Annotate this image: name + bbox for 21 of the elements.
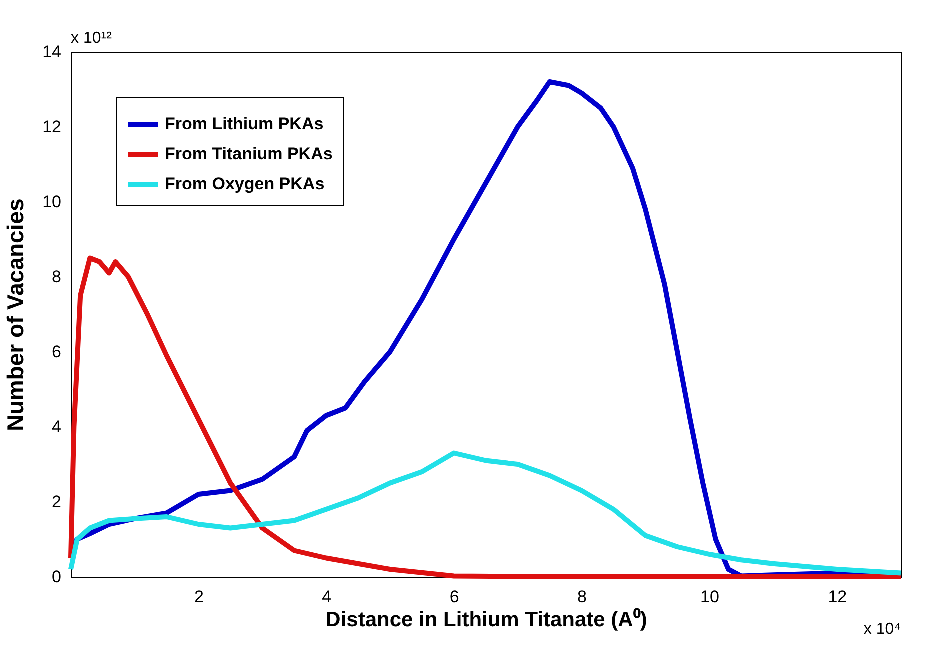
x-tick-label: 10 xyxy=(700,588,720,606)
y-tick-label: 10 xyxy=(42,192,62,212)
y-tick-label: 6 xyxy=(52,342,62,362)
y-tick-label: 12 xyxy=(42,118,62,136)
text: x 10⁴ xyxy=(864,621,902,638)
x-tick-label: 12 xyxy=(828,588,848,606)
y-tick-label: 2 xyxy=(52,492,62,512)
x-tick-label: 2 xyxy=(194,588,204,606)
text: x 10¹² xyxy=(71,30,113,47)
x-tick-label: 8 xyxy=(578,588,588,606)
x-tick-label: 6 xyxy=(450,588,460,606)
legend-label: From Oxygen PKAs xyxy=(165,174,325,194)
y-tick-label: 4 xyxy=(52,418,62,436)
y-tick-label: 0 xyxy=(52,568,62,586)
x-axis-title: Distance in Lithium Titanate (A⁰) xyxy=(326,608,648,632)
y-axis-title: Number of Vacancies xyxy=(2,198,29,432)
y-tick-label: 14 xyxy=(42,42,62,62)
legend-label: From Titanium PKAs xyxy=(165,144,333,164)
legend-label: From Lithium PKAs xyxy=(165,114,324,134)
x-tick-label: 4 xyxy=(322,588,332,606)
y-tick-label: 8 xyxy=(52,268,62,286)
